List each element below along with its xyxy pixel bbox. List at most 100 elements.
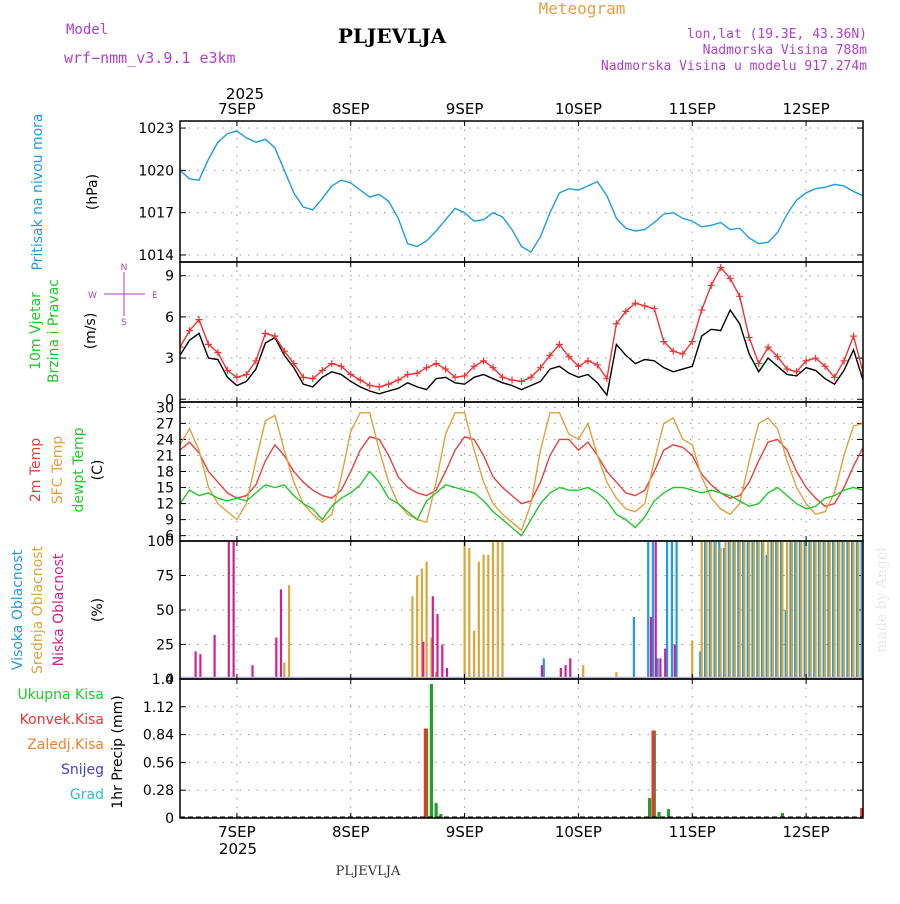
clouds-bar	[275, 637, 278, 678]
y-tick-label: 0.28	[143, 783, 174, 799]
clouds-bar	[786, 541, 789, 678]
y-tick-label: 6	[165, 310, 174, 326]
clouds-bar	[794, 541, 797, 678]
lonlat-label: lon,lat (19.3E, 43.36N)	[687, 27, 867, 42]
clouds-bar	[851, 541, 854, 678]
wind-gust-marker	[821, 362, 829, 370]
clouds-bar	[746, 541, 749, 678]
top-day-label: 11SEP	[669, 100, 716, 118]
wind-gust-marker	[736, 292, 744, 300]
wind-gust-marker	[546, 351, 554, 359]
wind-gust-marker	[356, 376, 364, 384]
clouds-bar	[784, 610, 787, 678]
wind-gust-marker	[650, 305, 658, 313]
station-title: PLJEVLJA	[338, 24, 447, 48]
clouds-bar	[477, 561, 480, 678]
clouds-bar	[860, 541, 863, 678]
clouds-plot-area	[180, 541, 863, 678]
wind-plot-area	[180, 263, 863, 397]
clouds-bar	[288, 585, 291, 678]
clouds-bar	[422, 641, 425, 678]
wind-gust-marker	[214, 349, 222, 357]
clouds-bar	[733, 541, 736, 678]
clouds-bar	[760, 541, 764, 678]
precip-bar	[423, 728, 427, 818]
wind-gust-marker	[679, 350, 687, 358]
precip-bar	[657, 812, 661, 818]
precip-bar	[860, 808, 863, 818]
clouds-bar	[430, 637, 433, 678]
clouds-bar	[770, 541, 773, 678]
top-day-label: 9SEP	[446, 100, 484, 118]
clouds-bar	[779, 541, 783, 678]
wind-gust-marker	[631, 299, 639, 307]
clouds-bar	[705, 541, 708, 678]
compass-w: W	[88, 291, 97, 301]
top-day-label: 8SEP	[332, 100, 370, 118]
wind-gust-marker	[233, 373, 241, 381]
clouds-bar	[435, 672, 438, 678]
clouds-bar	[781, 541, 784, 678]
watermark: made by Angel	[874, 547, 890, 653]
clouds-bar	[582, 665, 585, 678]
clouds-bar	[569, 658, 572, 678]
cloud-title-high: Visoka Oblacnost	[10, 549, 26, 670]
year-label-bottom: 2025	[219, 840, 257, 858]
clouds-bar	[194, 651, 197, 678]
clouds-bar	[559, 668, 562, 678]
temperature-series-line	[180, 470, 863, 537]
wind-gust-marker	[271, 332, 279, 340]
temperature-series-line	[180, 435, 863, 508]
clouds-bar	[482, 554, 485, 678]
clouds-bar	[670, 541, 673, 678]
wind-gust-marker	[442, 365, 450, 373]
top-day-label: 7SEP	[218, 100, 256, 118]
clouds-bar	[732, 541, 735, 678]
pressure-panel: 1014 1017 1020 1023	[138, 120, 864, 264]
pressure-title: Pritisak na nivou mora	[30, 113, 46, 270]
clouds-bar	[232, 541, 235, 678]
clouds-bar	[227, 541, 230, 678]
clouds-bar	[748, 541, 751, 678]
clouds-bar	[743, 541, 746, 678]
clouds-bar	[501, 541, 504, 678]
clouds-bar	[425, 561, 428, 678]
y-tick-label: 0.56	[143, 755, 174, 771]
wind-gust-marker	[812, 354, 820, 362]
top-day-label: 10SEP	[555, 100, 602, 118]
clouds-bar	[817, 541, 820, 678]
clouds-bar	[809, 541, 812, 678]
bottom-day-label: 9SEP	[446, 823, 484, 841]
wind-gust-marker	[584, 357, 592, 365]
y-tick-label: 1023	[138, 121, 174, 137]
precip-bar	[434, 803, 438, 818]
wind-gust-marker	[404, 371, 412, 379]
temperature-plot-area	[180, 412, 863, 537]
wind-gust-marker	[831, 373, 839, 381]
clouds-bar	[656, 658, 659, 678]
top-day-label: 12SEP	[783, 100, 830, 118]
wind-gust-marker	[698, 306, 706, 314]
clouds-bar	[752, 541, 755, 678]
wind-gust-marker	[280, 347, 288, 355]
clouds-bar	[713, 541, 716, 678]
wind-gust-marker	[347, 371, 355, 379]
footer-station: PLJEVLJA	[336, 864, 401, 879]
clouds-bar	[542, 658, 545, 678]
clouds-bar	[463, 541, 466, 678]
wind-gust-marker	[565, 353, 573, 361]
model-altitude-label: Nadmorska Visina u modelu 917.274m	[601, 59, 867, 74]
wind-gust-marker	[793, 368, 801, 376]
clouds-bar	[832, 541, 835, 678]
pressure-series-line	[180, 130, 863, 254]
clouds-bar	[775, 541, 778, 678]
clouds-bar	[564, 665, 567, 678]
clouds-bar	[700, 541, 703, 678]
wind-gust-marker	[185, 327, 193, 335]
clouds-bar	[540, 665, 543, 678]
clouds-bar	[855, 541, 858, 678]
wind-gust-marker	[593, 361, 601, 369]
clouds-bar	[790, 541, 793, 678]
wind-gust-marker	[707, 281, 715, 289]
wind-gust-marker	[489, 364, 497, 372]
